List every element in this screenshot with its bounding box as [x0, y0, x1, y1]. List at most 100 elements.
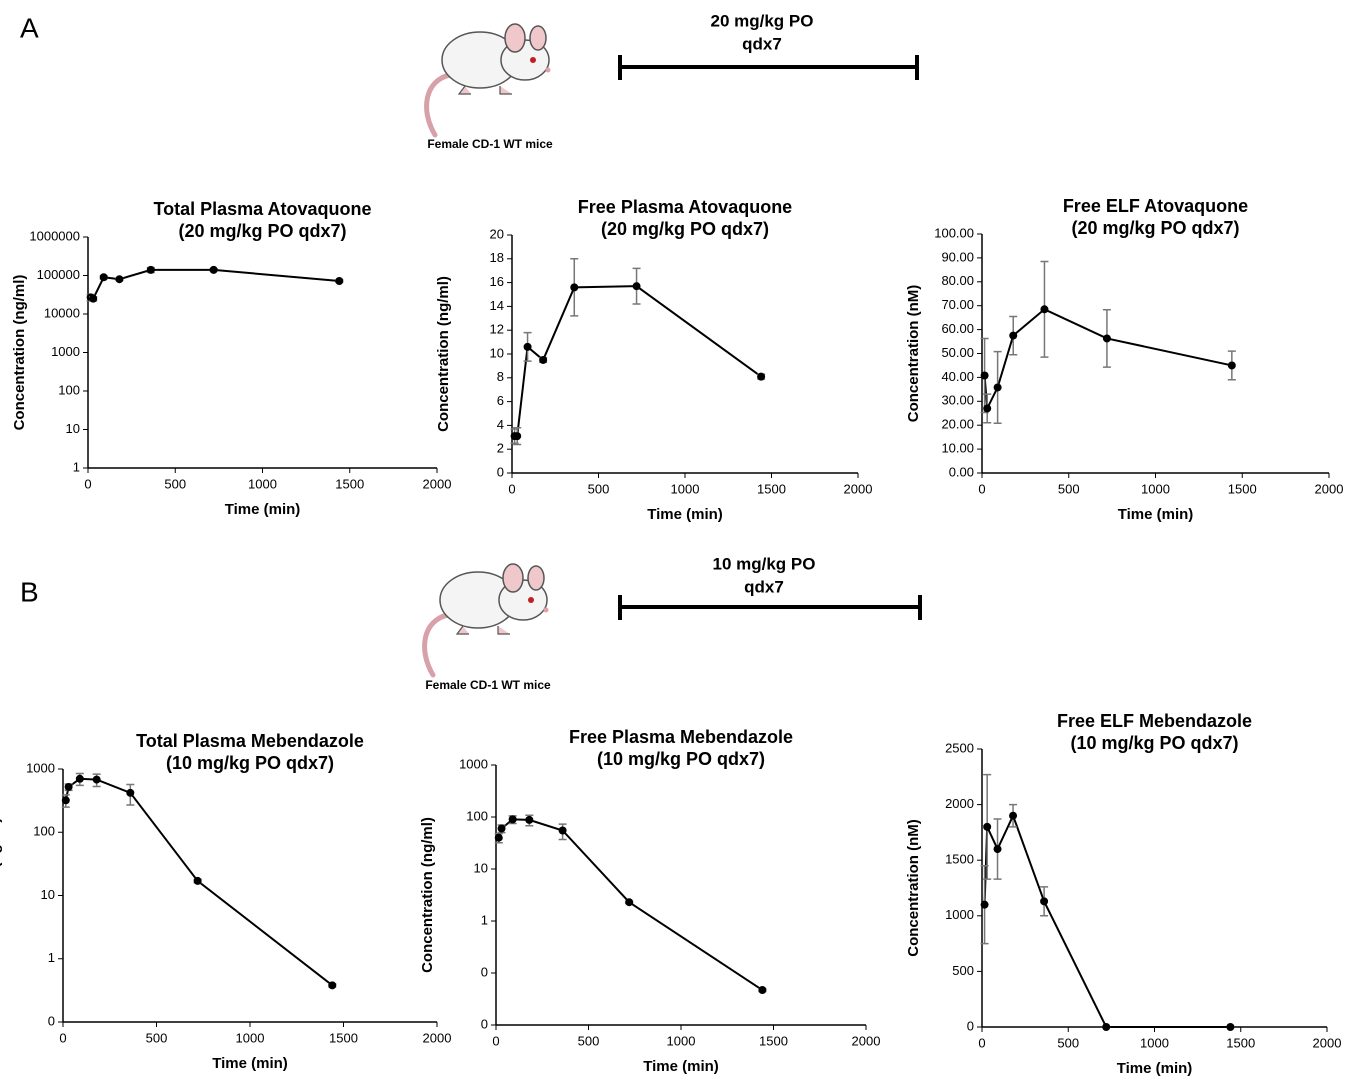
schedule: qdx7: [744, 577, 784, 596]
y-tick-label: 500: [952, 963, 974, 978]
dose: 20 mg/kg PO: [711, 11, 814, 30]
data-point: [980, 900, 989, 909]
data-point: [61, 796, 70, 805]
data-point: [75, 774, 84, 783]
data-point: [632, 282, 641, 291]
mouse-icon: [427, 24, 551, 135]
x-tick-label: 0: [492, 1033, 499, 1048]
line: [514, 285, 762, 438]
y-tick-label: 10000: [44, 305, 80, 320]
y-tick-label: 10: [41, 887, 55, 902]
x-tick-label: 1000: [671, 481, 700, 496]
chart-subtitle: (10 mg/kg PO qdx7): [1070, 733, 1238, 753]
chart-title: Free ELF Atovaquone: [1063, 196, 1248, 216]
x-tick-label: 2000: [844, 481, 873, 496]
y-tick-label: 90.00: [941, 249, 974, 264]
data-point: [983, 822, 992, 831]
dosing-bar: [618, 55, 919, 80]
x-axis-label: Time (min): [647, 506, 723, 523]
y-tick-label: 100000: [37, 267, 80, 282]
chart-subtitle: (20 mg/kg PO qdx7): [601, 219, 769, 239]
x-tick-label: 500: [146, 1030, 168, 1045]
x-tick-label: 500: [1057, 1035, 1079, 1050]
data-point: [758, 986, 767, 995]
line: [983, 813, 1231, 1028]
data-point: [525, 815, 534, 824]
y-tick-label: 2: [497, 441, 504, 456]
data-point: [99, 273, 108, 282]
data-point: [757, 372, 766, 381]
y-tick-label: 2000: [945, 796, 974, 811]
y-axis-label: Concentration (ng/ml): [11, 275, 28, 431]
data-point: [209, 265, 218, 274]
x-tick-label: 0: [84, 476, 91, 491]
x-axis-label: Time (min): [1117, 1060, 1193, 1076]
data-point: [1040, 897, 1049, 906]
y-axis-label: Concentration (nM): [905, 819, 922, 956]
x-axis-label: Time (min): [643, 1058, 719, 1075]
data-point: [1009, 811, 1018, 820]
x-tick-label: 1000: [1141, 481, 1170, 496]
chart-title: Total Plasma Atovaquone: [153, 199, 371, 219]
x-tick-label: 500: [1058, 481, 1080, 496]
y-tick-label: 1000000: [29, 228, 80, 243]
chart-subtitle: (10 mg/kg PO qdx7): [597, 749, 765, 769]
data-point: [64, 782, 73, 791]
y-tick-label: 10: [490, 345, 504, 360]
y-tick-label: 16: [490, 274, 504, 289]
line: [983, 308, 1233, 413]
y-tick-label: 60.00: [941, 321, 974, 336]
data-point: [539, 355, 548, 364]
y-tick-label: 0: [481, 1016, 488, 1031]
data-point: [558, 826, 567, 835]
data-point: [328, 981, 337, 990]
x-tick-label: 0: [508, 481, 515, 496]
x-tick-label: 2000: [1315, 481, 1344, 496]
x-tick-label: 0: [978, 1035, 985, 1050]
data-point: [980, 371, 989, 380]
data-point: [993, 845, 1002, 854]
chart-subtitle: (20 mg/kg PO qdx7): [178, 221, 346, 241]
data-point: [1040, 305, 1049, 314]
y-tick-label: 1500: [945, 852, 974, 867]
data-point: [193, 876, 202, 885]
x-tick-label: 0: [59, 1030, 66, 1045]
data-point: [497, 824, 506, 833]
mouse-caption: Female CD-1 WT mice: [425, 678, 551, 692]
y-tick-label: 6: [497, 393, 504, 408]
schedule: qdx7: [742, 34, 782, 53]
x-tick-label: 2000: [1313, 1035, 1342, 1050]
x-tick-label: 0: [978, 481, 985, 496]
y-axis-label: Concentration (ng/ml): [435, 276, 452, 432]
x-tick-label: 500: [578, 1033, 600, 1048]
y-axis-label: Concentration (nM): [905, 285, 922, 422]
data-point: [523, 342, 532, 351]
y-tick-label: 12: [490, 322, 504, 337]
y-tick-label: 20: [490, 226, 504, 241]
data-point: [89, 294, 98, 303]
data-point: [92, 775, 101, 784]
y-tick-label: 8: [497, 369, 504, 384]
y-tick-label: 1: [48, 950, 55, 965]
y-tick-label: 40.00: [941, 369, 974, 384]
data-point: [1009, 331, 1018, 340]
x-axis-label: Time (min): [212, 1055, 288, 1072]
y-tick-label: 80.00: [941, 273, 974, 288]
y-axis-label: Concentration (ng/ml): [0, 818, 3, 974]
x-tick-label: 500: [164, 476, 186, 491]
x-tick-label: 1000: [667, 1033, 696, 1048]
y-tick-label: 100: [466, 808, 488, 823]
y-tick-label: 20.00: [941, 417, 974, 432]
y-axis-label: Concentration (ng/ml): [419, 817, 436, 973]
x-tick-label: 2000: [423, 1030, 452, 1045]
data-point: [508, 815, 517, 824]
data-point: [126, 788, 135, 797]
y-tick-label: 100.00: [934, 225, 974, 240]
y-tick-label: 100: [33, 824, 55, 839]
y-tick-label: 0: [497, 464, 504, 479]
x-tick-label: 1000: [1140, 1035, 1169, 1050]
chart-title: Total Plasma Mebendazole: [136, 731, 364, 751]
dosing-bar: [618, 595, 922, 620]
data-point: [335, 276, 344, 285]
y-tick-label: 1000: [26, 760, 55, 775]
